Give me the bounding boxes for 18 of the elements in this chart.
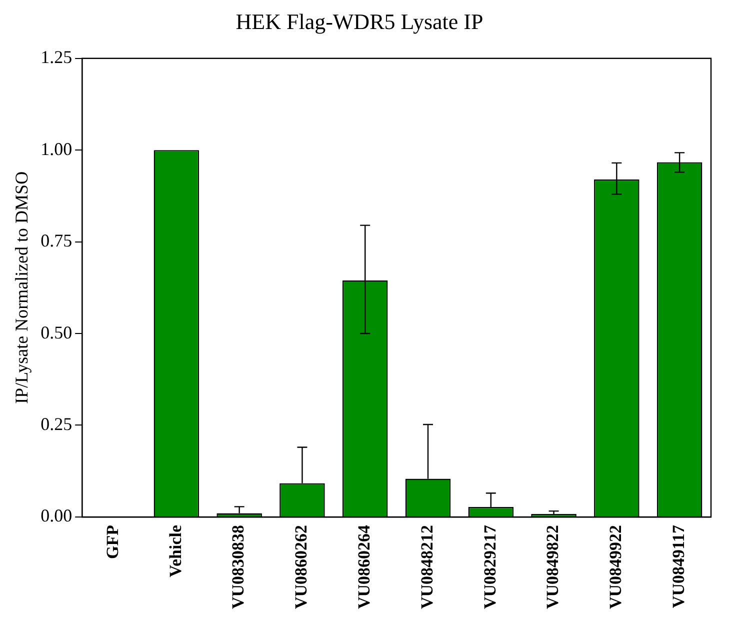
- x-tick-label: VU0849822: [543, 524, 562, 610]
- y-axis-title: IP/Lysate Normalized to DMSO: [12, 171, 32, 404]
- y-tick-label: 0.50: [40, 322, 72, 342]
- y-tick-label: 0.75: [40, 230, 72, 251]
- x-tick-label: VU0849117: [668, 524, 688, 608]
- y-tick-label: 1.00: [40, 138, 72, 159]
- x-tick-label: Vehicle: [166, 524, 185, 578]
- y-tick-label: 0.25: [40, 414, 72, 434]
- x-tick-label: VU0860264: [354, 524, 374, 610]
- y-tick-label: 1.25: [40, 47, 72, 68]
- x-tick-label: VU0848212: [417, 524, 436, 610]
- y-tick-label: 0.00: [40, 506, 72, 526]
- x-tick-label: GFP: [102, 524, 122, 559]
- x-tick-label: VU0860262: [292, 524, 311, 610]
- x-tick-label: VU0849922: [606, 524, 626, 610]
- x-tick-label: VU0829217: [480, 524, 500, 610]
- chart-title: HEK Flag-WDR5 Lysate IP: [236, 8, 484, 34]
- x-tick-label: VU0830838: [228, 524, 248, 610]
